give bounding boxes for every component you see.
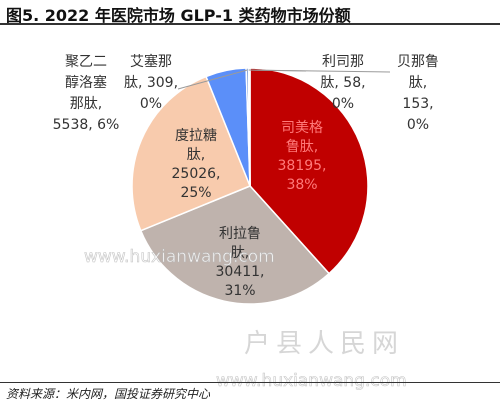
slice-label: 38195, <box>278 158 327 174</box>
slice-label: 度拉糖 <box>175 128 217 144</box>
pie-slices <box>131 67 369 305</box>
slice-labels: 司美格鲁肽,38195,38%利拉鲁肽,30411,31%度拉糖肽,25026,… <box>53 53 439 299</box>
footer-divider <box>0 382 500 383</box>
slice-label: 肽, 309, <box>124 75 178 91</box>
slice-label: 艾塞那 <box>130 53 172 70</box>
pie-slice <box>139 185 331 305</box>
slice-label: 30411, <box>216 264 265 280</box>
slice-label: 0% <box>140 96 162 112</box>
watermark-url-bottom: www.huxianwang.com <box>216 371 407 391</box>
slice-label: 醇洛塞 <box>65 74 107 91</box>
slice-label: 38% <box>286 177 317 193</box>
slice-label: 5538, 6% <box>53 117 120 133</box>
watermark-site-name: 户县人民网 <box>244 329 404 359</box>
slice-label: 31% <box>224 283 255 299</box>
slice-label: 鲁肽, <box>286 139 318 155</box>
slice-label: 153, <box>402 96 433 112</box>
leader-line <box>249 69 391 73</box>
slice-label: 0% <box>332 96 354 112</box>
slice-label: 25% <box>180 185 211 201</box>
pie-slice <box>248 67 251 187</box>
source-note: 资料来源：米内网，国投证券研究中心 <box>6 387 211 401</box>
slice-label: 肽, <box>187 147 205 163</box>
slice-label: 肽, <box>231 245 249 261</box>
pie-slice <box>249 67 369 275</box>
slice-label: 那肽, <box>70 96 102 112</box>
watermarks: 户县人民网 www.huxianwang.com www.huxianwang.… <box>84 247 407 392</box>
leader-line <box>177 69 248 90</box>
slice-label: 利司那 <box>322 54 364 70</box>
slice-label: 利拉鲁 <box>219 226 261 242</box>
slice-label: 聚乙二 <box>65 54 107 70</box>
watermark-url: www.huxianwang.com <box>84 247 275 267</box>
slice-label: 司美格 <box>281 120 323 136</box>
slice-label: 25026, <box>172 166 221 182</box>
title-divider <box>0 23 500 25</box>
chart-title: 图5. 2022 年医院市场 GLP-1 类药物市场份额 <box>6 6 351 25</box>
slice-label: 肽, <box>409 75 427 91</box>
slice-label: 肽, 58, <box>320 75 365 91</box>
slice-label: 贝那鲁 <box>397 54 439 70</box>
pie-slice <box>131 75 251 232</box>
slice-label: 0% <box>407 117 429 133</box>
leader-lines <box>177 69 391 90</box>
